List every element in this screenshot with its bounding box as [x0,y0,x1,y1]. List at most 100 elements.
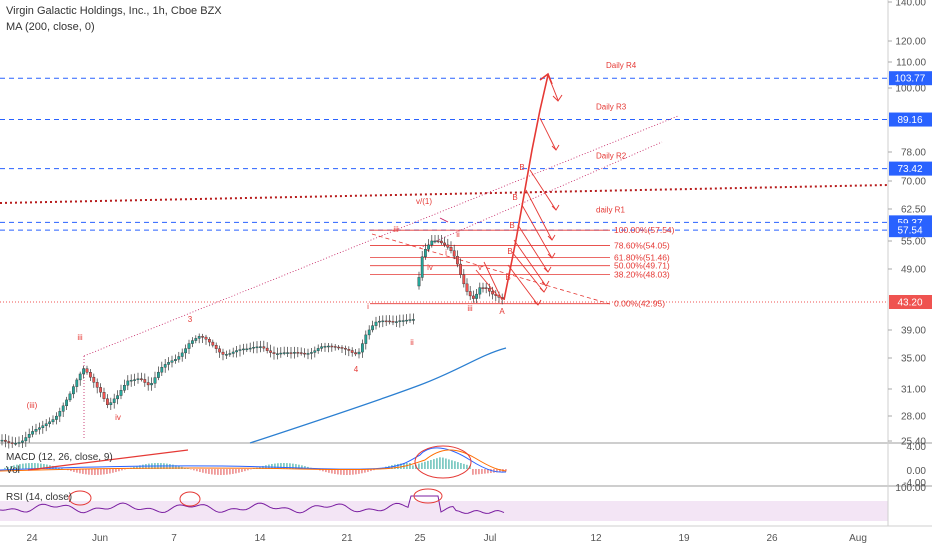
retrace-arrowhead [541,280,550,287]
macd-histogram-bar [247,469,249,471]
wave-label: B [512,193,517,202]
macd-histogram-bar [361,469,363,474]
wave-label: i [367,302,369,311]
candle-body [201,336,204,338]
candle-body [364,334,368,344]
candle-body [85,368,89,373]
candle-body [34,429,38,432]
wave-label: 3 [188,315,193,324]
retrace-arrow [507,264,539,306]
candle-body [255,346,259,349]
price-tag [889,161,932,176]
macd-histogram-bar [121,469,123,471]
macd-line [0,447,507,473]
retrace-arrow [521,204,553,259]
candle-body [440,240,443,244]
macd-histogram-bar [436,458,438,469]
time-tick-label: 25 [414,533,426,544]
macd-histogram-bar [244,469,246,472]
rsi-line [0,495,505,514]
retrace-arrowhead [551,144,560,151]
macd-histogram-bar [421,462,423,469]
macd-histogram-bar [106,469,108,474]
candle-body [24,437,28,442]
macd-histogram-bar [274,463,276,469]
candle-body [221,351,225,355]
macd-histogram-bar [85,469,87,475]
macd-histogram-bar [370,469,372,472]
ma-legend: MA (200, close, 0) [6,21,95,33]
retrace-arrow [475,269,499,297]
wave-label: B [509,221,514,230]
time-tick-label: 7 [171,533,177,544]
candle-body [173,359,177,361]
candle-body [371,325,374,331]
candle-body [459,263,462,275]
candle-body [38,427,41,430]
candle-body [194,338,198,341]
candle-body [187,343,191,349]
macd-histogram-bar [409,463,411,469]
macd-tick: 4.00 [907,442,927,453]
candle-body [436,240,440,243]
rsi-highlight [68,490,92,506]
macd-histogram-bar [7,466,9,469]
candle-body [475,293,478,299]
candle-body [430,240,434,246]
macd-histogram-bar [28,463,30,469]
candle-body [211,341,215,346]
candle-body [245,348,249,351]
candle-body [384,320,388,323]
wave-label: iv [115,413,121,422]
pivot-label: daily R1 [596,205,625,214]
candle-body [327,345,330,348]
candle-body [303,352,306,355]
candle-body [51,419,55,423]
price-tick-label: 31.00 [901,385,926,396]
channel-lower [419,141,663,249]
rsi-band [0,501,888,521]
fib-label: 61.80%(51.46) [614,253,670,263]
candle-body [14,443,17,445]
price-tag-label: 57.54 [897,226,922,237]
macd-histogram-bar [454,461,456,469]
macd-histogram-bar [142,464,144,469]
candle-body [129,379,133,382]
candle-body [156,371,160,378]
chart-title: Virgin Galactic Holdings, Inc., 1h, Cboe… [6,5,222,17]
candle-body [272,352,276,354]
candle-body [133,379,136,381]
time-tick-label: 26 [766,533,778,544]
macd-histogram-bar [412,465,414,469]
fib-label: 50.00%(49.71) [614,261,670,271]
macd-histogram-bar [19,464,21,469]
candle-body [21,440,24,443]
candle-body [286,352,289,354]
retrace-arrowhead [547,234,556,241]
macd-histogram-bar [100,469,102,475]
retrace-arrow [529,169,557,211]
macd-histogram-bar [103,469,105,475]
candle-body [228,353,232,355]
fib-label: 38.20%(48.03) [614,270,670,280]
candle-body [55,415,58,420]
rsi-panel: RSI (14, close) 100.00 [0,483,926,514]
candle-body [153,377,157,384]
candle-body [197,336,201,339]
retrace-line [371,233,611,305]
macd-histogram-bar [175,465,177,469]
candle-body [350,350,354,353]
wave-label: iii [77,333,83,342]
candle-body [472,295,475,299]
macd-histogram-bar [118,469,120,472]
candle-body [388,320,391,323]
r4-rejection [547,74,559,101]
macd-highlight [414,445,472,479]
candle-body [241,348,245,351]
macd-histogram-bar [82,469,84,474]
macd-histogram-bar [4,467,6,469]
candle-body [139,378,143,380]
candle-body [417,277,421,287]
candle-body [367,329,371,336]
